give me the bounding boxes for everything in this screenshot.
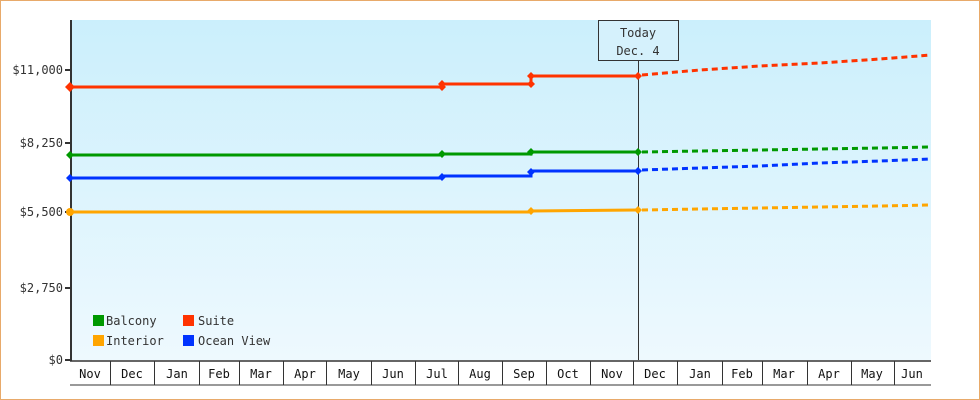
legend-label: Balcony <box>106 314 157 328</box>
today-date-label: Dec. 4 <box>616 44 659 58</box>
x-month-label: Jan <box>166 367 188 381</box>
x-month-label: May <box>861 367 883 381</box>
legend-item-balcony: Balcony <box>93 314 157 328</box>
x-month-label: Apr <box>294 367 316 381</box>
y-tick-label: $11,000 <box>12 63 63 77</box>
legend-swatch-icon <box>93 335 104 346</box>
legend-item-suite: Suite <box>183 314 234 328</box>
y-axis: $11,000 $8,250 $5,500 $2,750 $0 <box>12 20 72 367</box>
x-month-label: Jun <box>382 367 404 381</box>
y-tick-label: $8,250 <box>20 136 63 150</box>
legend-label: Ocean View <box>198 334 271 348</box>
legend-item-interior: Interior <box>93 334 164 348</box>
x-month-label: Mar <box>250 367 272 381</box>
y-tick-label: $2,750 <box>20 281 63 295</box>
y-tick-label: $0 <box>49 353 63 367</box>
today-marker: Today Dec. 4 <box>598 20 679 360</box>
x-month-label: May <box>338 367 360 381</box>
legend-label: Suite <box>198 314 234 328</box>
x-month-label: Feb <box>731 367 753 381</box>
x-month-label: Nov <box>601 367 623 381</box>
x-month-label: Jul <box>426 367 448 381</box>
x-month-label: Apr <box>818 367 840 381</box>
x-month-label: Feb <box>208 367 230 381</box>
series-ocean-view <box>66 157 932 182</box>
legend-swatch-icon <box>183 335 194 346</box>
x-axis: Nov Dec Jan Feb Mar Apr May Jun Jul Aug … <box>70 360 931 386</box>
today-label: Today <box>620 26 656 40</box>
y-tick-label: $5,500 <box>20 205 63 219</box>
x-month-label: Nov <box>79 367 101 381</box>
x-month-label: Mar <box>773 367 795 381</box>
plot-area <box>71 20 931 360</box>
x-month-label: Jun <box>901 367 923 381</box>
series-interior <box>66 203 932 216</box>
series-balcony <box>66 145 932 159</box>
x-month-label: Jan <box>689 367 711 381</box>
legend: Balcony Suite Interior Ocean View <box>93 314 271 348</box>
x-month-label: Oct <box>557 367 579 381</box>
x-month-label: Dec <box>121 367 143 381</box>
legend-swatch-icon <box>93 315 104 326</box>
x-month-label: Dec <box>644 367 666 381</box>
legend-item-ocean-view: Ocean View <box>183 334 271 348</box>
legend-swatch-icon <box>183 315 194 326</box>
series-suite <box>65 53 932 92</box>
x-month-label: Aug <box>469 367 491 381</box>
x-month-label: Sep <box>513 367 535 381</box>
legend-label: Interior <box>106 334 164 348</box>
